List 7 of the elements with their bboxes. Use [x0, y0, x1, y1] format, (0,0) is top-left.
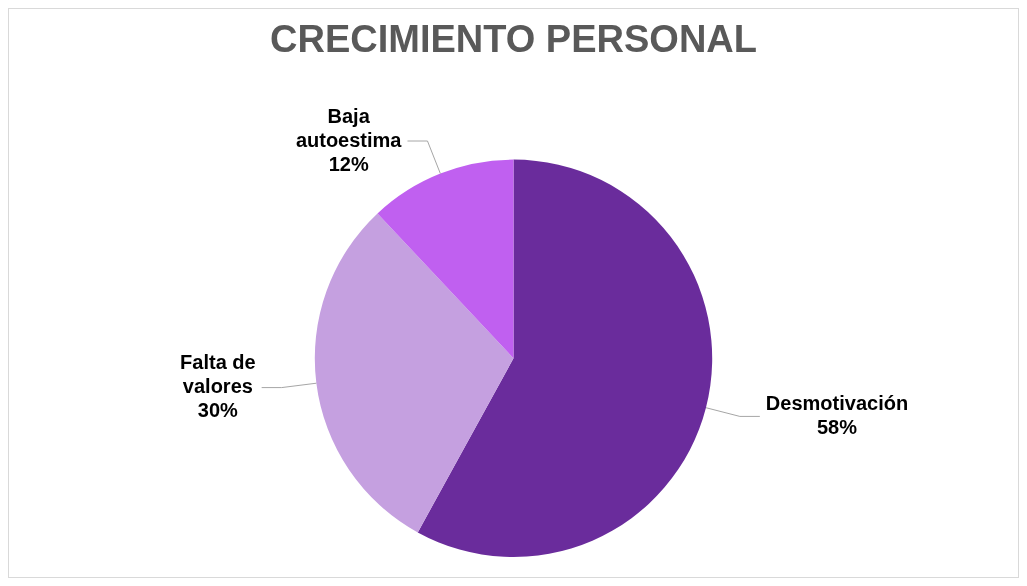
data-label: 30%	[197, 399, 239, 422]
slice-label: Falta de valores	[180, 351, 256, 398]
data-label: 58%	[816, 415, 858, 438]
slice-label: Baja autoestima	[295, 104, 403, 151]
chart-title: CRECIMIENTO PERSONAL	[269, 18, 758, 61]
data-label: 12%	[328, 152, 369, 175]
slice-label: Desmotivación	[765, 391, 909, 414]
